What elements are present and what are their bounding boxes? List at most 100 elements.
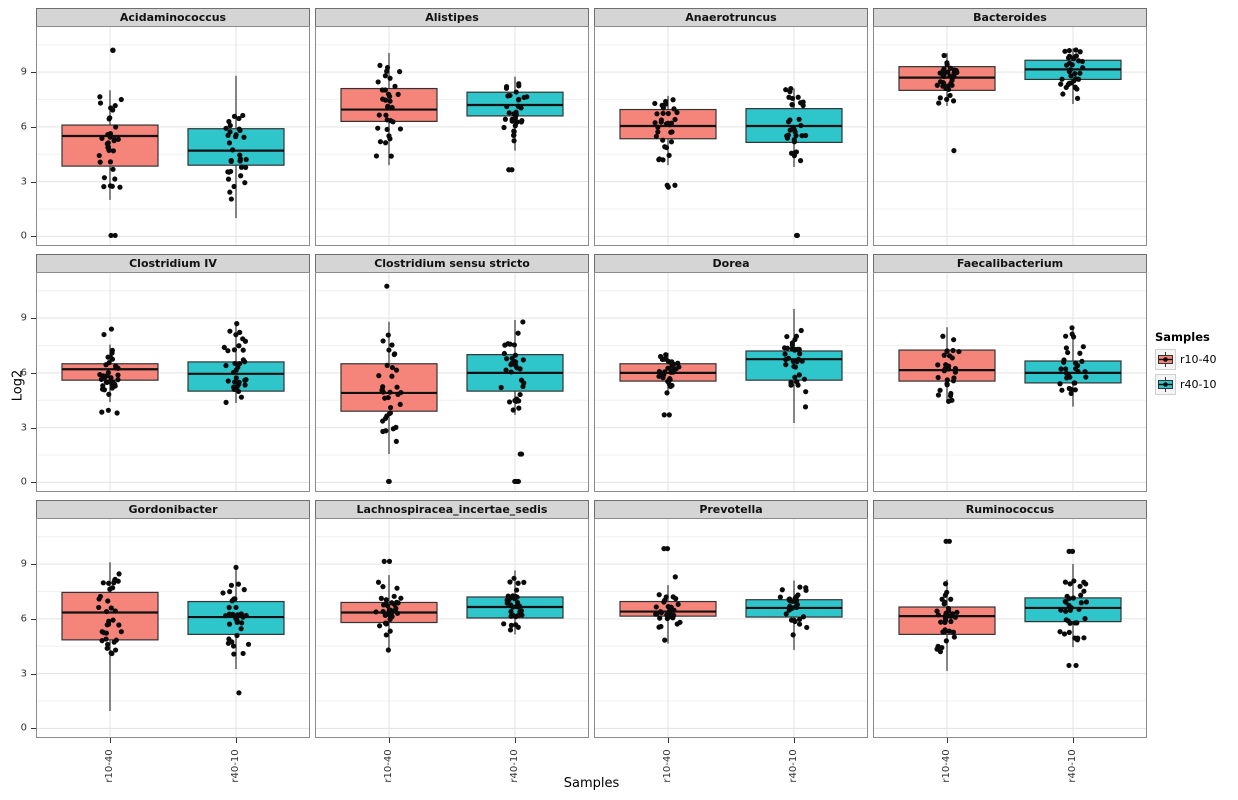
jitter-point xyxy=(241,587,247,593)
facet-strip: Alistipes xyxy=(315,8,589,26)
jitter-point xyxy=(105,621,112,627)
jitter-point xyxy=(936,100,942,106)
jitter-point xyxy=(1083,374,1089,380)
jitter-point xyxy=(793,597,800,604)
jitter-point xyxy=(656,157,662,163)
jitter-point xyxy=(1063,608,1069,614)
jitter-point xyxy=(242,338,249,344)
jitter-point xyxy=(789,346,795,352)
jitter-point xyxy=(673,366,679,372)
jitter-point xyxy=(99,629,105,635)
jitter-point xyxy=(107,115,113,121)
jitter-point xyxy=(782,351,788,357)
jitter-point xyxy=(114,410,120,416)
jitter-point xyxy=(509,118,515,124)
y-tick-label: 0 xyxy=(20,476,27,488)
jitter-point xyxy=(1083,581,1089,587)
jitter-point xyxy=(943,362,949,368)
jitter-point xyxy=(393,605,399,611)
jitter-point xyxy=(1058,607,1064,613)
jitter-point xyxy=(502,342,508,348)
jitter-point xyxy=(112,576,118,582)
jitter-point xyxy=(228,196,234,202)
jitter-point xyxy=(654,611,660,617)
boxplot-panel-svg xyxy=(873,272,1147,492)
jitter-point xyxy=(107,159,114,165)
jitter-point xyxy=(510,593,516,599)
y-tick-mark xyxy=(31,564,36,566)
facet-title: Faecalibacterium xyxy=(956,257,1064,270)
jitter-point xyxy=(803,585,809,591)
jitter-point xyxy=(665,378,671,384)
jitter-point xyxy=(1081,588,1087,594)
boxplot-panel-svg xyxy=(594,26,868,246)
jitter-point xyxy=(395,91,401,97)
jitter-point xyxy=(948,81,954,87)
jitter-point xyxy=(935,643,941,649)
jitter-point xyxy=(946,628,952,634)
jitter-point xyxy=(97,94,103,100)
jitter-point xyxy=(1068,390,1074,396)
jitter-point xyxy=(389,614,395,620)
boxplot-panel-svg xyxy=(594,272,868,492)
jitter-point xyxy=(235,581,242,587)
jitter-point xyxy=(516,96,522,102)
facet-strip: Anaerotruncus xyxy=(594,8,868,26)
jitter-point xyxy=(948,613,954,619)
jitter-point xyxy=(944,382,950,388)
facet-row: 0 3 6 9 Acidaminococcus Alistipes Anaerotruncu… xyxy=(0,8,1152,246)
jitter-point xyxy=(382,140,389,146)
facet-strip: Clostridium IV xyxy=(36,254,310,272)
jitter-point xyxy=(800,614,807,620)
jitter-point xyxy=(115,136,121,142)
jitter-point xyxy=(519,118,525,124)
facet-panel: Bacteroides xyxy=(873,8,1147,246)
jitter-point xyxy=(501,621,507,627)
jitter-point xyxy=(1074,620,1080,626)
jitter-point xyxy=(229,598,235,604)
jitter-point xyxy=(96,604,102,611)
jitter-point xyxy=(513,359,519,365)
y-tick-mark xyxy=(31,673,36,675)
y-tick-mark xyxy=(31,728,36,730)
jitter-point xyxy=(108,605,114,611)
jitter-point xyxy=(384,126,390,133)
jitter-point xyxy=(799,133,805,139)
jitter-point xyxy=(1076,58,1082,64)
jitter-point xyxy=(391,351,397,358)
jitter-point xyxy=(397,126,404,132)
jitter-point xyxy=(1163,357,1168,362)
jitter-point xyxy=(1075,76,1082,82)
jitter-point xyxy=(238,164,245,170)
jitter-point xyxy=(794,232,800,239)
y-tick-mark xyxy=(31,236,36,238)
jitter-point xyxy=(524,94,530,100)
jitter-point xyxy=(237,152,243,158)
jitter-point xyxy=(663,352,669,358)
facet-panel: Prevotella xyxy=(594,500,868,738)
jitter-point xyxy=(1070,334,1077,340)
jitter-point xyxy=(223,613,229,619)
jitter-point xyxy=(1069,325,1075,331)
jitter-point xyxy=(798,327,804,334)
jitter-point xyxy=(375,79,381,85)
jitter-point xyxy=(796,372,802,378)
jitter-point xyxy=(223,399,229,405)
jitter-point xyxy=(1059,387,1065,393)
jitter-point xyxy=(660,110,666,116)
jitter-point xyxy=(511,138,517,144)
jitter-point xyxy=(653,604,659,610)
jitter-point xyxy=(1057,629,1063,635)
jitter-point xyxy=(238,173,244,179)
jitter-point xyxy=(956,348,962,355)
jitter-point xyxy=(505,93,511,99)
jitter-point xyxy=(951,634,957,640)
jitter-point xyxy=(670,594,676,600)
jitter-point xyxy=(944,96,950,102)
jitter-point xyxy=(513,587,520,593)
jitter-point xyxy=(944,348,950,355)
jitter-point xyxy=(502,116,508,122)
jitter-point xyxy=(654,111,660,117)
box-r10-40 xyxy=(61,591,159,641)
jitter-point xyxy=(391,593,397,599)
